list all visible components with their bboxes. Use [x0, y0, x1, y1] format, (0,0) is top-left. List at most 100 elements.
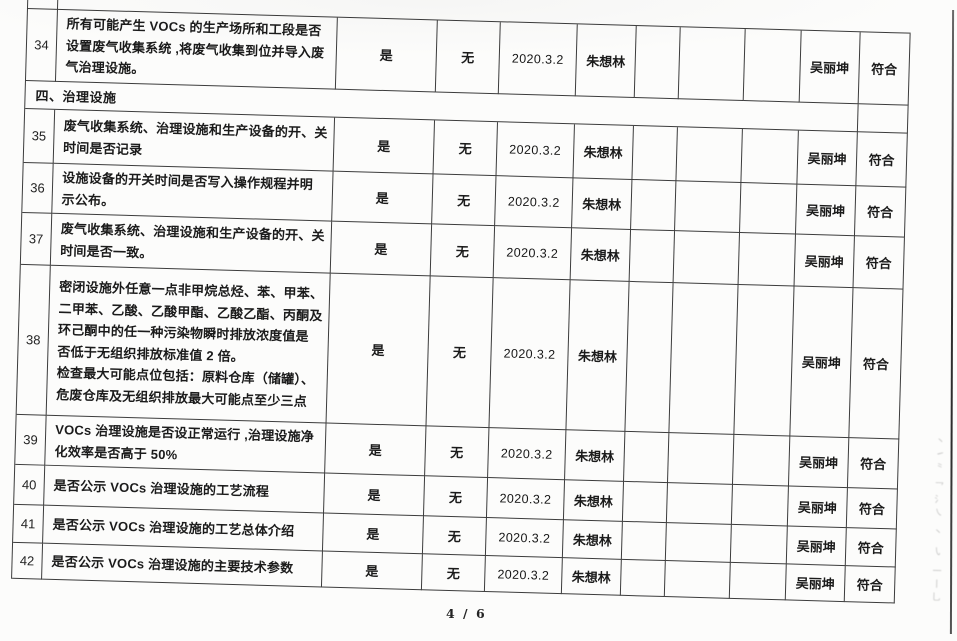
inspection-date: 2020.3.2 [484, 556, 563, 595]
table-row: 38 密闭设施外任意一点非甲烷总烃、苯、甲苯、 二甲苯、乙酸、乙酸甲酯、乙酸乙酯… [16, 264, 904, 440]
empty-cell [622, 481, 668, 524]
inspection-answer: 是 [321, 551, 423, 591]
inspection-answer: 是 [333, 117, 436, 175]
row-number: 39 [15, 414, 47, 466]
inspector-name: 朱想林 [572, 178, 633, 230]
problems-found: 无 [423, 476, 489, 519]
empty-cell [666, 483, 733, 525]
scan-edge-line [949, 9, 954, 635]
empty-cell [729, 562, 787, 601]
empty-cell [673, 231, 740, 285]
empty-cell [731, 484, 789, 527]
checklist-question: 设施设备的开关时间是否写入操作规程并明 示公布。 [52, 163, 334, 222]
inspection-date: 2020.3.2 [488, 428, 567, 481]
empty-cell [739, 183, 798, 235]
checklist-question: VOCs 治理设施是否设正常运行 ,治理设施净 化效率是否高于 50% [45, 415, 327, 474]
problems-found: 无 [421, 554, 486, 593]
row-number: 37 [20, 212, 53, 266]
compliance-result: 符合 [844, 566, 896, 604]
inspection-answer: 是 [324, 473, 426, 517]
empty-cell [675, 181, 742, 233]
empty-cell [730, 524, 788, 565]
inspector-name: 朱想林 [566, 280, 630, 432]
row-number: 41 [13, 504, 45, 544]
problems-found: 无 [422, 516, 487, 557]
reviewer-name: 吴丽坤 [799, 30, 861, 105]
problems-found: 无 [430, 224, 496, 279]
inspection-answer: 是 [325, 423, 427, 477]
inspection-date: 2020.3.2 [496, 122, 575, 179]
empty-cell [632, 125, 678, 182]
reviewer-name: 吴丽坤 [794, 234, 855, 289]
reviewer-name: 吴丽坤 [786, 526, 847, 567]
bleedthrough-marks: 丶㇀⺀ 乛氵㇏ 丶 ㇂ 一丨乚 [930, 435, 946, 606]
empty-cell [743, 29, 802, 103]
empty-cell [734, 284, 795, 437]
inspection-answer: 是 [326, 273, 431, 427]
row-number: 38 [16, 264, 51, 416]
compliance-result: 符合 [846, 488, 898, 530]
inspector-name: 朱想林 [562, 520, 623, 560]
row-number: 42 [12, 542, 44, 580]
inspection-date: 2020.3.2 [489, 278, 571, 431]
reviewer-name: 吴丽坤 [788, 436, 850, 489]
reviewer-name: 吴丽坤 [785, 564, 846, 603]
problems-found: 无 [425, 426, 490, 479]
checklist-question: 废气收集系统、治理设施和生产设备的开、关 时间是否一致。 [50, 213, 333, 274]
empty-cell [678, 27, 746, 102]
inspection-date: 2020.3.2 [486, 478, 566, 521]
inspection-answer: 是 [332, 171, 434, 225]
reviewer-name: 吴丽坤 [787, 486, 848, 529]
empty-cell [664, 561, 731, 599]
reviewer-name: 吴丽坤 [795, 184, 857, 237]
page-number: 4 / 6 [446, 606, 487, 621]
inspection-answer: 是 [335, 17, 438, 93]
empty-cell [634, 26, 681, 100]
empty-cell [620, 559, 666, 598]
empty-cell [665, 523, 732, 563]
empty-cell [857, 104, 909, 134]
inspection-answer: 是 [322, 513, 424, 555]
inspection-table: 34 所有可能产生 VOCs 的生产场所和工段是否 设置废气收集系统 ,将废气收… [11, 0, 911, 604]
inspection-answer: 是 [330, 221, 433, 277]
inspector-name: 朱想林 [575, 24, 637, 99]
reviewer-name: 吴丽坤 [790, 286, 854, 439]
problems-found: 无 [426, 276, 494, 429]
compliance-result: 符合 [856, 132, 908, 188]
inspection-date: 2020.3.2 [493, 226, 573, 281]
compliance-result: 符合 [853, 236, 905, 290]
table-body: 34 所有可能产生 VOCs 的生产场所和工段是否 设置废气收集系统 ,将废气收… [12, 9, 911, 604]
compliance-result: 符合 [845, 528, 897, 568]
compliance-result: 符合 [847, 438, 900, 490]
compliance-result: 符合 [849, 288, 904, 440]
inspection-date: 2020.3.2 [495, 176, 574, 229]
checklist-question: 是否公示 VOCs 治理设施的主要技术参数 [42, 543, 323, 588]
compliance-result: 符合 [854, 186, 907, 238]
inspector-name: 朱想林 [570, 228, 632, 282]
row-number: 40 [14, 464, 46, 506]
row-number: 36 [22, 162, 54, 214]
empty-cell [631, 179, 677, 232]
inspection-date: 2020.3.2 [498, 22, 578, 97]
row-number: 35 [23, 108, 56, 164]
checklist-question: 密闭设施外任意一点非甲烷总烃、苯、甲苯、 二甲苯、乙酸、乙酸甲酯、乙酸乙酯、丙酮… [46, 265, 331, 424]
problems-found: 无 [435, 20, 501, 95]
reviewer-name: 吴丽坤 [797, 130, 858, 187]
checklist-question: 废气收集系统、治理设施和生产设备的开、关 时间是否记录 [53, 109, 336, 172]
empty-cell [624, 431, 670, 484]
inspection-date: 2020.3.2 [485, 518, 564, 559]
inspector-name: 朱想林 [565, 430, 626, 482]
empty-cell [621, 521, 667, 562]
empty-cell [667, 433, 735, 485]
empty-cell [629, 229, 676, 284]
empty-cell [676, 127, 743, 184]
previous-row-border-stub [56, 0, 59, 10]
empty-cell [741, 129, 799, 185]
problems-found: 无 [432, 174, 497, 227]
problems-found: 无 [433, 120, 498, 177]
empty-cell [669, 283, 739, 435]
previous-row-border-stub [26, 0, 29, 10]
inspector-name: 朱想林 [561, 558, 622, 596]
checklist-question: 所有可能产生 VOCs 的生产场所和工段是否 设置废气收集系统 ,将废气收集到位… [55, 9, 338, 90]
